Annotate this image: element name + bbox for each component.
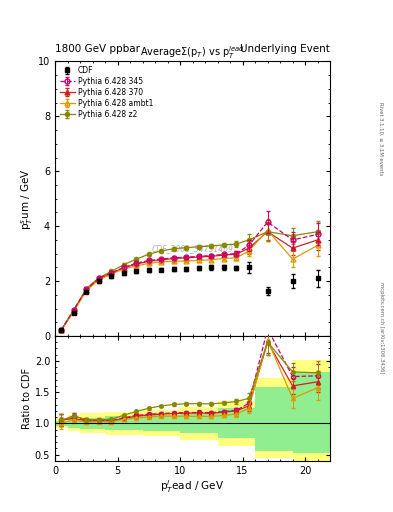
Legend: CDF, Pythia 6.428 345, Pythia 6.428 370, Pythia 6.428 ambt1, Pythia 6.428 z2: CDF, Pythia 6.428 345, Pythia 6.428 370,…: [58, 65, 155, 120]
Title: Average$\Sigma$(p$_{T}$) vs p$_{T}^{lead}$: Average$\Sigma$(p$_{T}$) vs p$_{T}^{lead…: [140, 45, 245, 61]
Text: 1800 GeV ppbar: 1800 GeV ppbar: [55, 44, 140, 54]
Text: Underlying Event: Underlying Event: [240, 44, 330, 54]
Text: Rivet 3.1.10, ≥ 3.1M events: Rivet 3.1.10, ≥ 3.1M events: [379, 101, 384, 175]
Y-axis label: Ratio to CDF: Ratio to CDF: [22, 368, 32, 429]
Text: CDF_2001_S4751469: CDF_2001_S4751469: [152, 244, 233, 252]
X-axis label: p$_{T}^{l}$ead / GeV: p$_{T}^{l}$ead / GeV: [160, 478, 225, 495]
Y-axis label: p$_{T}^{s}$um / GeV: p$_{T}^{s}$um / GeV: [20, 168, 35, 229]
Text: mcplots.cern.ch [arXiv:1306.3436]: mcplots.cern.ch [arXiv:1306.3436]: [379, 282, 384, 373]
